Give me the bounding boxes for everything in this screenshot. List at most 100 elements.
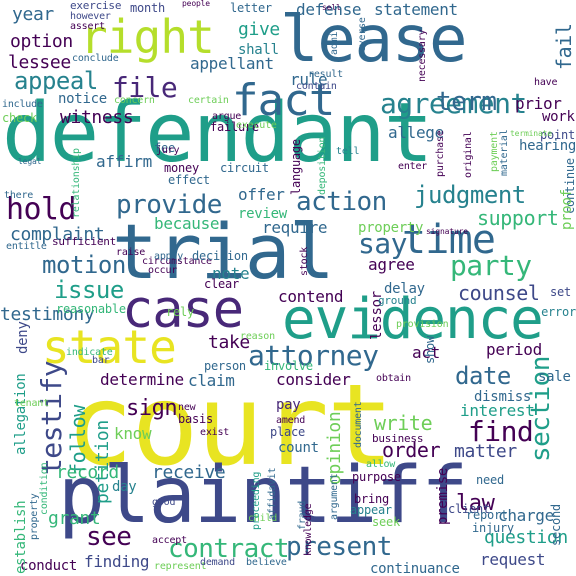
word-proof: proof xyxy=(559,189,575,230)
word-concern: concern xyxy=(114,95,155,106)
word-include: include xyxy=(2,99,43,110)
word-ground: ground xyxy=(378,294,417,307)
word-exercise: exercise xyxy=(70,0,122,12)
word-argue: argue xyxy=(212,111,242,122)
word-month: month xyxy=(130,1,165,15)
word-sign: sign xyxy=(126,396,178,421)
word-bring: bring xyxy=(354,492,389,506)
word-state: state xyxy=(42,320,177,374)
word-claim: claim xyxy=(188,371,235,390)
word-period: period xyxy=(486,340,542,359)
word-know: know xyxy=(114,424,152,443)
word-contain: contain xyxy=(296,81,337,92)
word-determine: determine xyxy=(100,370,184,389)
word-order: order xyxy=(382,438,441,462)
word-agreement: agreement xyxy=(380,87,527,120)
word-defense: defense xyxy=(296,0,362,19)
word-provide: provide xyxy=(116,190,222,220)
word-hold: hold xyxy=(6,192,76,227)
word-sale: sale xyxy=(538,369,571,385)
word-jury: jury xyxy=(156,145,180,156)
word-day: day xyxy=(112,479,137,495)
word-lease: lease xyxy=(280,3,468,77)
word-knowledge: knowledge xyxy=(303,503,314,556)
word-proceeding: proceeding xyxy=(251,471,262,530)
word-injury: injury xyxy=(472,521,514,535)
word-motion: motion xyxy=(42,251,126,279)
word-result: result xyxy=(308,69,343,80)
word-entitle: entitle xyxy=(6,241,47,252)
word-interest: interest xyxy=(460,401,535,420)
word-action: action xyxy=(296,187,387,217)
word-purchase: purchase xyxy=(435,130,446,177)
word-allege: allege xyxy=(388,123,444,142)
word-fail: fail xyxy=(552,23,576,70)
word-term: term xyxy=(436,87,497,117)
word-consider: consider xyxy=(276,370,351,389)
word-decision: decision xyxy=(192,249,248,263)
word-note: note xyxy=(212,264,250,283)
word-write: write xyxy=(374,411,433,435)
word-property: property xyxy=(29,493,40,540)
word-need: need xyxy=(476,473,504,487)
word-rule: rule xyxy=(290,70,328,89)
word-child: child xyxy=(248,513,278,524)
word-year: year xyxy=(12,4,54,25)
word-reverse: reverse xyxy=(357,17,368,58)
word-sell: sell xyxy=(322,3,341,12)
word-court: court xyxy=(66,361,394,491)
word-legal: legal xyxy=(18,157,42,166)
word-support: support xyxy=(477,206,559,230)
word-involve: involve xyxy=(264,359,313,373)
word-tell: tell xyxy=(336,146,360,157)
word-people: people xyxy=(182,0,210,8)
word-have: have xyxy=(534,77,558,88)
word-deposition: deposition xyxy=(317,136,328,195)
word-plaintiff: plaintiff xyxy=(58,451,468,541)
word-seek: seek xyxy=(372,515,400,529)
word-question: question xyxy=(484,527,568,548)
word-affirm: affirm xyxy=(96,152,152,171)
word-complaint: complaint xyxy=(10,224,105,245)
word-effect: effect xyxy=(168,173,210,187)
word-material: material xyxy=(499,129,510,176)
word-date: date xyxy=(455,362,511,390)
word-there: there xyxy=(4,190,34,201)
word-present: present xyxy=(286,532,392,562)
word-contend: contend xyxy=(278,287,344,306)
word-sufficient: sufficient xyxy=(52,235,117,248)
word-statement: statement xyxy=(374,0,458,19)
word-point: point xyxy=(540,128,575,142)
word-judgment: judgment xyxy=(414,181,526,209)
word-rely: rely xyxy=(166,305,194,319)
word-hearing: hearing xyxy=(518,138,576,154)
word-allow: allow xyxy=(366,459,396,470)
word-file: file xyxy=(112,71,178,104)
word-receive: receive xyxy=(152,462,226,483)
word-delay: delay xyxy=(384,281,425,297)
word-conclude: conclude xyxy=(72,53,119,64)
word-certain: certain xyxy=(188,95,229,106)
word-reason: reason xyxy=(240,331,275,342)
word-prior: prior xyxy=(515,94,562,113)
word-establish: establish xyxy=(13,500,29,574)
word-occur: occur xyxy=(148,265,178,276)
word-language: language xyxy=(289,139,303,195)
word-testimony: testimony xyxy=(0,304,95,325)
word-execute: execute xyxy=(236,120,277,131)
word-take: take xyxy=(208,332,250,353)
word-testify: testify xyxy=(35,360,68,475)
word-money: money xyxy=(164,161,199,175)
word-case: case xyxy=(122,280,244,340)
word-tenant: tenant xyxy=(14,398,49,409)
word-demand: demand xyxy=(200,557,235,568)
word-person: person xyxy=(204,359,246,373)
word-assert: assert xyxy=(70,21,105,32)
word-fact: fact xyxy=(232,75,335,126)
word-second: second xyxy=(549,504,563,546)
word-appeal: appeal xyxy=(14,67,98,95)
word-condition: condition xyxy=(39,462,50,515)
word-necessary: necessary xyxy=(417,29,428,82)
word-represent: represent xyxy=(154,561,207,572)
word-deny: deny xyxy=(15,321,31,354)
